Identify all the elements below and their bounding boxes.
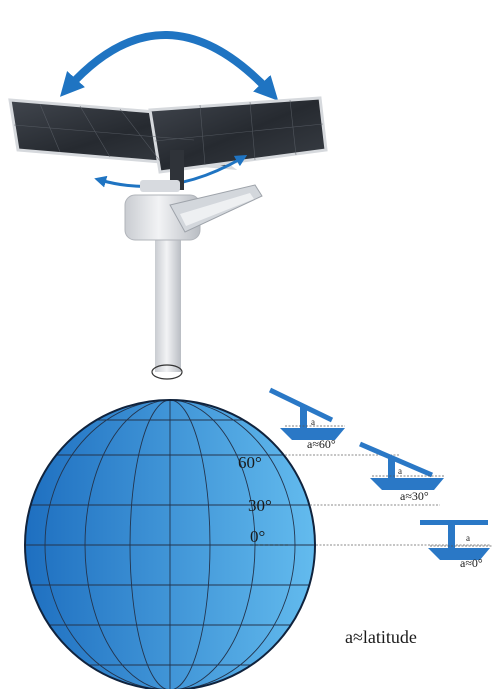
solar-panel-right — [148, 96, 328, 174]
latitude-label-30: 30° — [248, 496, 272, 515]
latitude-guide-lines — [285, 454, 490, 546]
latitude-label-60: 60° — [238, 453, 262, 472]
tilt-bracket-0 — [420, 520, 492, 560]
pole-rotation-mark — [151, 364, 183, 380]
bracket-60-caption: a≈60° — [307, 437, 336, 451]
panel-rotation-arrow — [59, 31, 279, 101]
bracket-0-tag: a — [466, 533, 470, 543]
tilt-bracket-30 — [359, 441, 444, 490]
latitude-note: a≈latitude — [345, 627, 417, 647]
latitude-label-0: 0° — [250, 527, 265, 546]
street-light-pole — [124, 150, 263, 380]
bracket-30-caption: a≈30° — [400, 489, 429, 503]
bracket-30-tag: a — [398, 466, 402, 476]
solar-panel-assembly — [8, 96, 328, 174]
bracket-0-caption: a≈0° — [460, 556, 483, 570]
earth-globe — [24, 399, 316, 691]
bracket-60-tag: a — [311, 417, 315, 427]
tilt-bracket-60 — [268, 387, 345, 440]
